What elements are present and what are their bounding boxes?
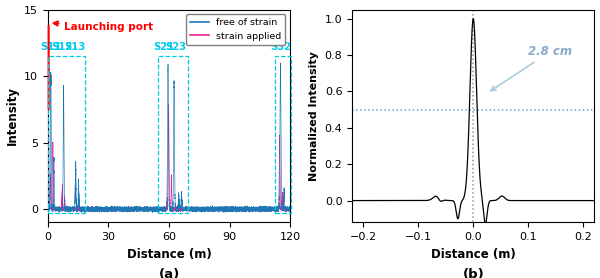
Text: 2.8 cm: 2.8 cm [491, 45, 572, 91]
X-axis label: Distance (m): Distance (m) [127, 248, 211, 261]
Text: S23: S23 [166, 42, 187, 52]
Text: S21: S21 [154, 42, 175, 52]
X-axis label: Distance (m): Distance (m) [431, 248, 515, 261]
Text: S12: S12 [52, 42, 73, 52]
Title: (b): (b) [463, 268, 484, 278]
Title: (a): (a) [158, 268, 179, 278]
Y-axis label: Intensity: Intensity [5, 86, 19, 145]
Text: S11: S11 [40, 42, 62, 52]
Y-axis label: Normalized Intensity: Normalized Intensity [309, 51, 319, 181]
Text: S32: S32 [271, 42, 292, 52]
Legend: free of strain, strain applied: free of strain, strain applied [186, 14, 286, 44]
Text: Launching port: Launching port [54, 21, 153, 32]
Text: S13: S13 [64, 42, 86, 52]
